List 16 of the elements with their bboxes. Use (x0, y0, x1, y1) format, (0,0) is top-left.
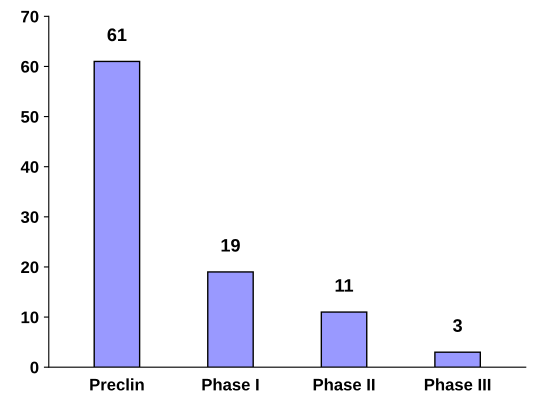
x-tick-label: Phase III (424, 378, 490, 391)
x-tick-label: Preclin (90, 378, 144, 391)
y-tick-label: 40 (20, 161, 38, 173)
data-label: 3 (452, 319, 462, 332)
y-tick-label: 60 (21, 60, 38, 73)
data-label: 61 (108, 28, 126, 42)
y-tick-label: 30 (20, 211, 38, 224)
data-label: 11 (336, 279, 354, 292)
x-tick-label: Phase II (314, 378, 374, 391)
y-tick-label: 10 (22, 311, 38, 324)
data-label: 19 (222, 238, 240, 252)
y-tick-label: 70 (21, 10, 38, 23)
y-tick-label: 50 (21, 110, 38, 123)
y-tick-label: 0 (30, 362, 38, 374)
y-tick-label: 20 (21, 261, 38, 274)
x-tick-label: Phase I (202, 378, 259, 391)
